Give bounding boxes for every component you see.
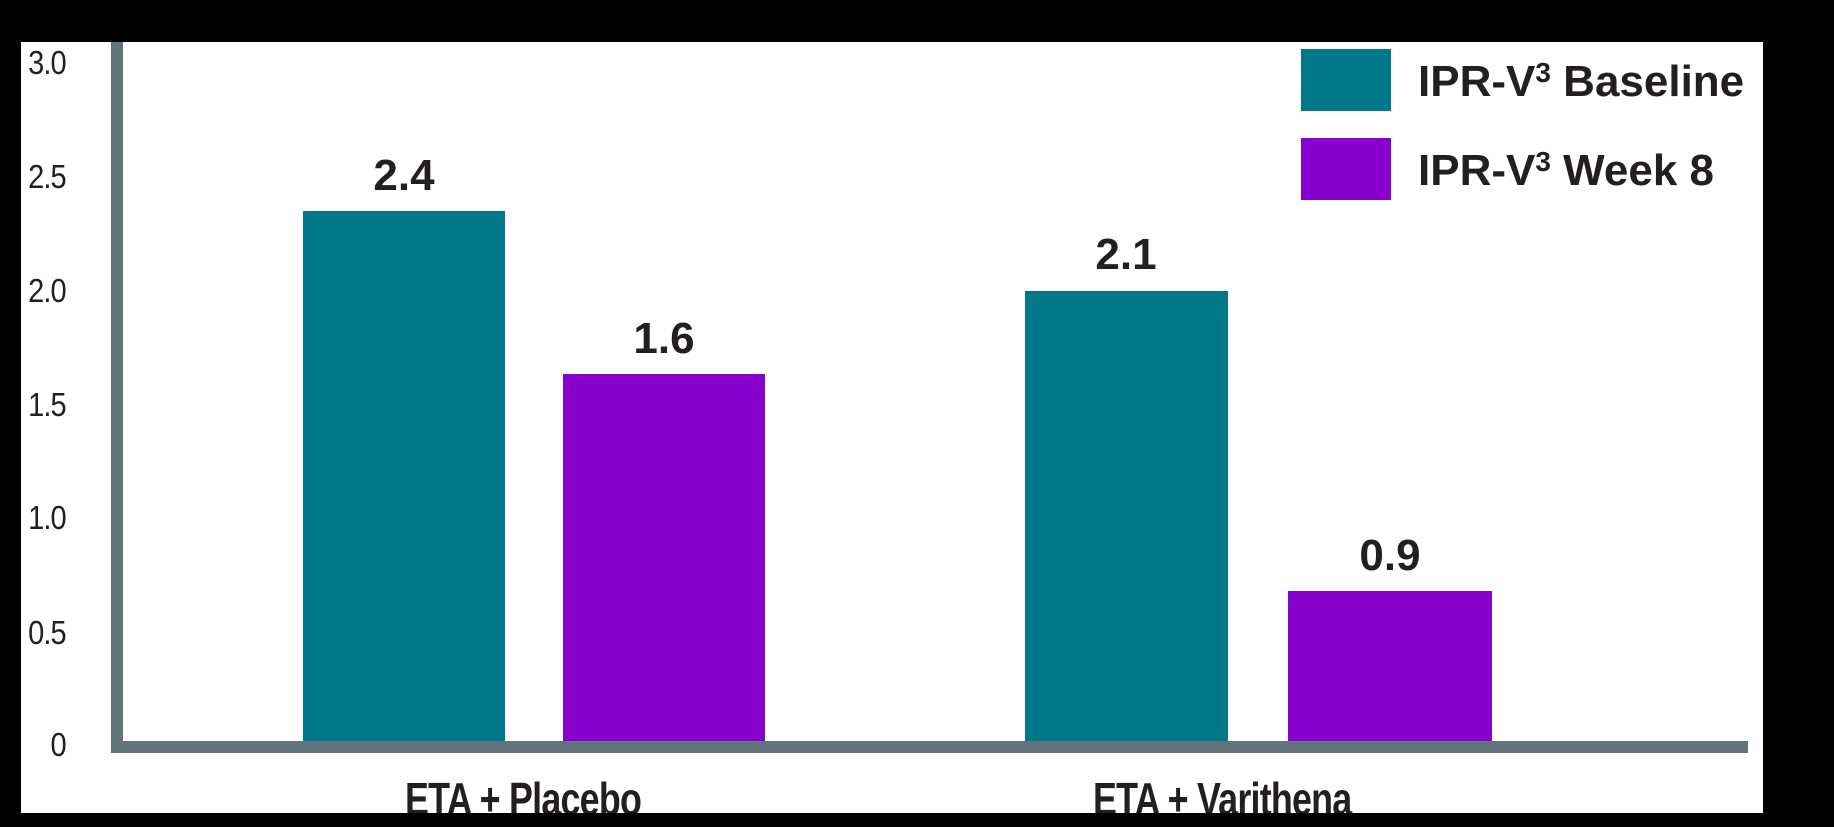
legend-label-week8: IPR-V3 Week 8 <box>1418 148 1714 193</box>
bar-week8-varithena <box>1288 591 1492 741</box>
value-label-week8-varithena: 0.9 <box>1359 531 1421 580</box>
y-tick-2-5: 2.5 <box>28 158 67 195</box>
bar-baseline-placebo <box>303 211 505 741</box>
category-label-placebo: ETA + Placebo <box>405 773 642 813</box>
legend-label-week8-prefix: IPR-V <box>1418 146 1536 195</box>
y-tick-0: 0 <box>50 726 67 763</box>
legend-swatch-week8 <box>1301 138 1391 200</box>
value-label-week8-placebo: 1.6 <box>633 314 695 363</box>
legend-label-baseline-prefix: IPR-V <box>1418 57 1536 106</box>
legend-label-baseline-sup: 3 <box>1535 57 1551 88</box>
chart-canvas: 3.0 2.5 2.0 1.5 1.0 0.5 0 2.4 1.6 2.1 0.… <box>21 42 1763 813</box>
x-axis-line <box>111 741 1748 753</box>
y-axis-line <box>111 42 123 753</box>
y-tick-3-0: 3.0 <box>28 44 67 81</box>
legend-label-week8-sup: 3 <box>1535 146 1551 177</box>
legend-label-baseline-suffix: Baseline <box>1550 57 1745 106</box>
value-label-baseline-placebo: 2.4 <box>373 151 435 200</box>
legend-swatch-baseline <box>1301 49 1391 111</box>
y-tick-1-5: 1.5 <box>28 386 67 423</box>
y-tick-0-5: 0.5 <box>28 614 67 651</box>
legend-label-baseline: IPR-V3 Baseline <box>1418 59 1744 104</box>
y-tick-1-0: 1.0 <box>28 499 67 536</box>
category-label-varithena: ETA + Varithena <box>1093 773 1352 813</box>
bar-week8-placebo <box>563 374 765 741</box>
bar-baseline-varithena <box>1025 291 1228 741</box>
y-tick-2-0: 2.0 <box>28 272 67 309</box>
legend-label-week8-suffix: Week 8 <box>1550 146 1715 195</box>
value-label-baseline-varithena: 2.1 <box>1095 230 1157 279</box>
